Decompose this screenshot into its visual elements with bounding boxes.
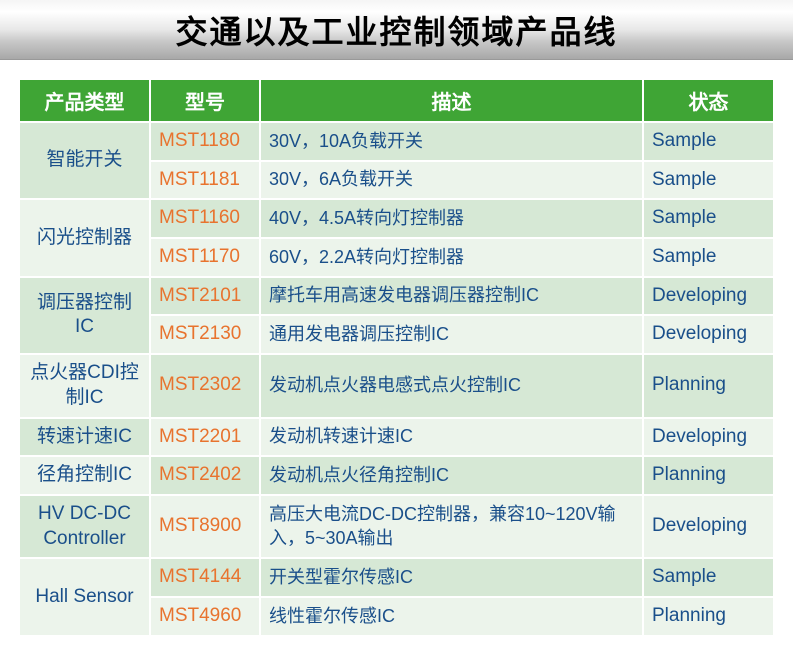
page-title: 交通以及工业控制领域产品线 — [175, 7, 617, 53]
status-cell: Developing — [643, 277, 773, 316]
model-cell: MST2130 — [150, 315, 260, 354]
status-cell: Developing — [643, 315, 773, 354]
group-2: 调压器控制IC MST2101 摩托车用高速发电器调压器控制IC Develop… — [20, 277, 773, 354]
desc-cell: 发动机转速计速IC — [260, 418, 643, 457]
product-table: 产品类型 型号 描述 状态 智能开关 MST1180 30V，10A负载开关 S… — [20, 80, 773, 635]
category-cell: 转速计速IC — [20, 418, 150, 457]
desc-cell: 通用发电器调压控制IC — [260, 315, 643, 354]
category-cell: 闪光控制器 — [20, 199, 150, 276]
category-cell: 径角控制IC — [20, 456, 150, 495]
desc-cell: 开关型霍尔传感IC — [260, 558, 643, 597]
desc-cell: 发动机点火径角控制IC — [260, 456, 643, 495]
category-cell: 点火器CDI控制IC — [20, 354, 150, 417]
group-1: 闪光控制器 MST1160 40V，4.5A转向灯控制器 Sample MST1… — [20, 199, 773, 276]
status-cell: Developing — [643, 418, 773, 457]
status-cell: Sample — [643, 238, 773, 277]
table-row: HV DC-DC Controller MST8900 高压大电流DC-DC控制… — [20, 495, 773, 558]
table-row: 径角控制IC MST2402 发动机点火径角控制IC Planning — [20, 456, 773, 495]
category-cell: 调压器控制IC — [20, 277, 150, 354]
title-bar: 交通以及工业控制领域产品线 — [0, 0, 793, 60]
status-cell: Planning — [643, 456, 773, 495]
status-cell: Sample — [643, 199, 773, 238]
desc-cell: 摩托车用高速发电器调压器控制IC — [260, 277, 643, 316]
col-header-model: 型号 — [150, 80, 260, 122]
model-cell: MST2101 — [150, 277, 260, 316]
table-row: Hall Sensor MST4144 开关型霍尔传感IC Sample — [20, 558, 773, 597]
col-header-status: 状态 — [643, 80, 773, 122]
col-header-category: 产品类型 — [20, 80, 150, 122]
model-cell: MST1170 — [150, 238, 260, 277]
desc-cell: 60V，2.2A转向灯控制器 — [260, 238, 643, 277]
desc-cell: 30V，6A负载开关 — [260, 161, 643, 200]
category-cell: 智能开关 — [20, 122, 150, 199]
group-4: 转速计速IC MST2201 发动机转速计速IC Developing — [20, 418, 773, 457]
group-0: 智能开关 MST1180 30V，10A负载开关 Sample MST1181 … — [20, 122, 773, 199]
col-header-desc: 描述 — [260, 80, 643, 122]
model-cell: MST2402 — [150, 456, 260, 495]
model-cell: MST1181 — [150, 161, 260, 200]
model-cell: MST1180 — [150, 122, 260, 161]
model-cell: MST2201 — [150, 418, 260, 457]
group-6: HV DC-DC Controller MST8900 高压大电流DC-DC控制… — [20, 495, 773, 558]
table-row: 调压器控制IC MST2101 摩托车用高速发电器调压器控制IC Develop… — [20, 277, 773, 316]
desc-cell: 线性霍尔传感IC — [260, 597, 643, 635]
model-cell: MST8900 — [150, 495, 260, 558]
desc-cell: 30V，10A负载开关 — [260, 122, 643, 161]
model-cell: MST4960 — [150, 597, 260, 635]
desc-cell: 高压大电流DC-DC控制器，兼容10~120V输入，5~30A输出 — [260, 495, 643, 558]
status-cell: Sample — [643, 558, 773, 597]
group-5: 径角控制IC MST2402 发动机点火径角控制IC Planning — [20, 456, 773, 495]
table-container: 产品类型 型号 描述 状态 智能开关 MST1180 30V，10A负载开关 S… — [0, 60, 793, 645]
category-cell: HV DC-DC Controller — [20, 495, 150, 558]
desc-cell: 发动机点火器电感式点火控制IC — [260, 354, 643, 417]
category-cell: Hall Sensor — [20, 558, 150, 634]
status-cell: Developing — [643, 495, 773, 558]
status-cell: Sample — [643, 161, 773, 200]
model-cell: MST4144 — [150, 558, 260, 597]
table-row: 智能开关 MST1180 30V，10A负载开关 Sample — [20, 122, 773, 161]
table-row: 闪光控制器 MST1160 40V，4.5A转向灯控制器 Sample — [20, 199, 773, 238]
model-cell: MST2302 — [150, 354, 260, 417]
table-row: 转速计速IC MST2201 发动机转速计速IC Developing — [20, 418, 773, 457]
group-3: 点火器CDI控制IC MST2302 发动机点火器电感式点火控制IC Plann… — [20, 354, 773, 417]
status-cell: Planning — [643, 597, 773, 635]
desc-cell: 40V，4.5A转向灯控制器 — [260, 199, 643, 238]
model-cell: MST1160 — [150, 199, 260, 238]
table-header-row: 产品类型 型号 描述 状态 — [20, 80, 773, 122]
table-row: 点火器CDI控制IC MST2302 发动机点火器电感式点火控制IC Plann… — [20, 354, 773, 417]
status-cell: Sample — [643, 122, 773, 161]
status-cell: Planning — [643, 354, 773, 417]
group-7: Hall Sensor MST4144 开关型霍尔传感IC Sample MST… — [20, 558, 773, 634]
